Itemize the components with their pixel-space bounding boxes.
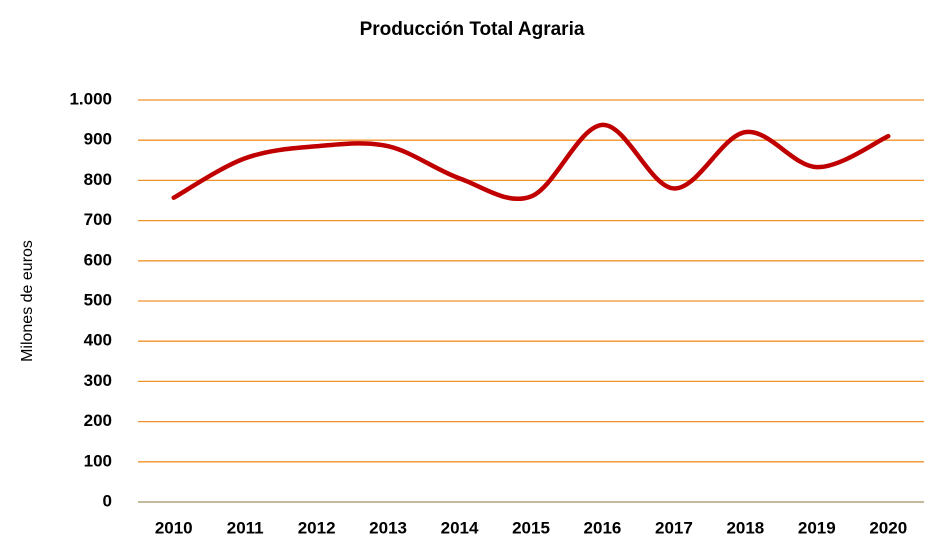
- x-tick-label: 2018: [726, 518, 764, 537]
- y-tick-label: 1.000: [69, 89, 112, 108]
- x-tick-label: 2017: [655, 518, 693, 537]
- line: [171, 122, 891, 202]
- y-tick-label: 800: [84, 170, 112, 189]
- x-tick-label: 2019: [798, 518, 836, 537]
- x-tick-label: 2014: [441, 518, 479, 537]
- y-tick-label: 400: [84, 331, 112, 350]
- y-axis-label: Milones de euros: [19, 240, 36, 362]
- chart-title: Producción Total Agraria: [360, 19, 585, 40]
- y-tick-label: 100: [84, 451, 112, 470]
- x-tick-label: 2013: [369, 518, 407, 537]
- y-tick-label: 200: [84, 411, 112, 430]
- x-tick-label: 2015: [512, 518, 550, 537]
- x-tick-label: 2016: [584, 518, 622, 537]
- y-tick-label: 900: [84, 130, 112, 149]
- y-tick-label: 500: [84, 290, 112, 309]
- y-tick-label: 0: [103, 491, 112, 510]
- y-tick-label: 700: [84, 210, 112, 229]
- x-tick-label: 2020: [869, 518, 907, 537]
- x-tick-label: 2010: [155, 518, 193, 537]
- y-tick-label: 300: [84, 371, 112, 390]
- y-tick-label: 600: [84, 250, 112, 269]
- x-tick-label: 2011: [227, 518, 264, 537]
- x-tick-label: 2012: [298, 518, 336, 537]
